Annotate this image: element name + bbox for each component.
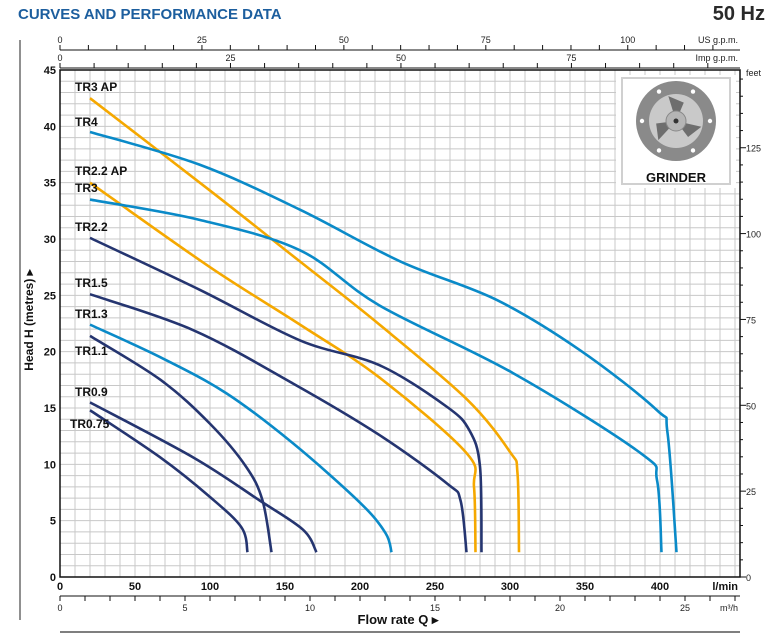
y-tick-label: 15	[44, 403, 56, 415]
feet-tick-label: 50	[746, 401, 756, 411]
m3h-axis-tick-label: 5	[182, 603, 187, 613]
imp-gpm-axis-unit-label: Imp g.p.m.	[695, 53, 738, 63]
grinder-bolt-hole	[707, 118, 713, 124]
x-tick-label: 300	[501, 581, 519, 593]
x-tick-label: 400	[651, 581, 669, 593]
chart-title: CURVES AND PERFORMANCE DATA	[18, 6, 282, 23]
feet-tick-label: 125	[746, 144, 761, 154]
grinder-label: GRINDER	[646, 170, 707, 185]
m3h-axis-tick-label: 10	[305, 603, 315, 613]
curve-tr0-9	[89, 401, 318, 553]
x-tick-label: 350	[576, 581, 594, 593]
x-tick-label: 50	[129, 581, 141, 593]
grinder-bolt-hole	[690, 89, 696, 94]
plot-frame	[59, 69, 741, 578]
series-label: TR2.2 AP	[75, 164, 127, 178]
us-gpm-axis-tick-label: 0	[57, 35, 62, 45]
us-gpm-axis-tick-label: 25	[197, 35, 207, 45]
y-tick-label: 35	[44, 178, 56, 190]
series-label: TR1.5	[75, 276, 108, 290]
curve-tr3-ap	[89, 97, 521, 553]
series-label: TR3	[75, 181, 98, 195]
curve-tr4	[89, 130, 678, 553]
series-label: TR3 AP	[75, 80, 117, 94]
m3h-axis-tick-label: 25	[680, 603, 690, 613]
feet-unit-label: feet	[746, 68, 762, 78]
grinder-bolt-hole	[690, 148, 696, 153]
curve-tr1-5	[89, 292, 468, 553]
y-tick-label: 45	[44, 65, 56, 77]
imp-gpm-axis-tick-label: 0	[57, 53, 62, 63]
x-axis-label: Flow rate Q ▸	[358, 612, 440, 627]
feet-tick-label: 0	[746, 573, 751, 583]
feet-tick-label: 25	[746, 487, 756, 497]
y-axis-label: Head H (metres) ▸	[22, 268, 36, 370]
grinder-bolt-hole	[656, 148, 662, 153]
frequency-label: 50 Hz	[712, 3, 765, 25]
series-label: TR1.3	[75, 307, 108, 321]
grinder-blade	[668, 96, 684, 121]
series-label: TR2.2	[75, 220, 108, 234]
feet-tick-label: 75	[746, 315, 756, 325]
us-gpm-axis-unit-label: US g.p.m.	[698, 35, 738, 45]
us-gpm-axis-tick-label: 100	[620, 35, 635, 45]
y-tick-label: 5	[50, 516, 56, 528]
m3h-axis-tick-label: 15	[430, 603, 440, 613]
y-tick-label: 40	[44, 121, 56, 133]
imp-gpm-axis-tick-label: 50	[396, 53, 406, 63]
us-gpm-axis-tick-label: 75	[481, 35, 491, 45]
grinder-bolt-hole	[656, 89, 662, 94]
imp-gpm-axis-tick-label: 75	[566, 53, 576, 63]
curve-tr1-3	[89, 323, 393, 553]
curve-tr0-75	[89, 409, 249, 553]
curve-tr2-2	[89, 236, 483, 553]
y-tick-label: 25	[44, 290, 56, 302]
y-tick-label: 0	[50, 572, 56, 584]
imp-gpm-axis-tick-label: 25	[225, 53, 235, 63]
y-tick-label: 30	[44, 234, 56, 246]
y-tick-label: 10	[44, 459, 56, 471]
m3h-axis-tick-label: 20	[555, 603, 565, 613]
x-tick-label: 200	[351, 581, 369, 593]
m3h-axis-tick-label: 0	[57, 603, 62, 613]
us-gpm-axis-tick-label: 50	[339, 35, 349, 45]
feet-tick-label: 100	[746, 230, 761, 240]
grinder-bolt-hole	[639, 118, 645, 124]
x-tick-label: 100	[201, 581, 219, 593]
grinder-shaft	[673, 118, 679, 124]
curve-tr3	[89, 198, 663, 553]
series-label: TR1.1	[75, 344, 108, 358]
series-label: TR4	[75, 115, 98, 129]
y-tick-label: 20	[44, 347, 56, 359]
x-unit-label: l/min	[712, 581, 738, 593]
x-tick-label: 150	[276, 581, 294, 593]
curve-tr2-2-ap	[89, 181, 477, 553]
x-tick-label: 0	[57, 581, 63, 593]
series-label: TR0.9	[75, 385, 108, 399]
series-label: TR0.75	[70, 417, 110, 431]
x-tick-label: 250	[426, 581, 444, 593]
m3h-axis-unit-label: m³/h	[720, 603, 738, 613]
